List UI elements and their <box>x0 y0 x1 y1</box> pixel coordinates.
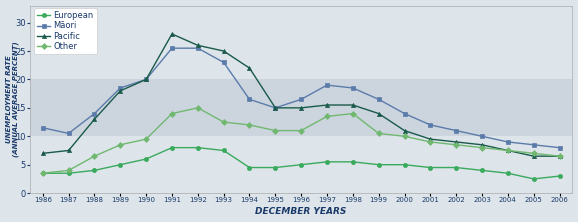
Pacific <box>479 143 486 146</box>
Māori <box>401 112 408 115</box>
Māori <box>556 146 563 149</box>
Pacific <box>556 155 563 157</box>
Line: Māori: Māori <box>40 46 562 150</box>
Other <box>272 129 279 132</box>
Other <box>143 138 150 141</box>
Bar <box>30 136 572 193</box>
European <box>453 166 460 169</box>
Other <box>349 112 356 115</box>
Legend: European, Māori, Pacific, Other: European, Māori, Pacific, Other <box>34 8 97 54</box>
Other <box>169 112 176 115</box>
X-axis label: DECEMBER YEARS: DECEMBER YEARS <box>255 207 347 216</box>
European <box>401 163 408 166</box>
European <box>143 158 150 160</box>
Māori <box>324 84 331 86</box>
European <box>117 163 124 166</box>
Māori <box>530 143 537 146</box>
Pacific <box>401 129 408 132</box>
Māori <box>375 98 382 101</box>
Line: European: European <box>40 146 562 181</box>
European <box>505 172 512 174</box>
European <box>427 166 434 169</box>
Other <box>505 149 512 152</box>
Y-axis label: UNEMPLOYMENT RATE
(ANNUAL AVERAGE PERCENT): UNEMPLOYMENT RATE (ANNUAL AVERAGE PERCEN… <box>6 42 19 157</box>
Other <box>479 146 486 149</box>
Māori <box>169 47 176 50</box>
European <box>324 161 331 163</box>
Other <box>91 155 98 157</box>
European <box>272 166 279 169</box>
Other <box>324 115 331 118</box>
Māori <box>91 112 98 115</box>
Māori <box>65 132 72 135</box>
Māori <box>117 87 124 89</box>
Pacific <box>453 141 460 143</box>
Pacific <box>272 107 279 109</box>
Pacific <box>169 33 176 35</box>
European <box>479 169 486 172</box>
Pacific <box>530 155 537 157</box>
European <box>298 163 305 166</box>
Other <box>117 143 124 146</box>
Other <box>194 107 201 109</box>
Pacific <box>220 50 227 52</box>
Pacific <box>194 44 201 47</box>
European <box>530 178 537 180</box>
Bar <box>30 6 572 79</box>
Pacific <box>505 149 512 152</box>
Bar <box>30 79 572 136</box>
Pacific <box>65 149 72 152</box>
Other <box>298 129 305 132</box>
Other <box>427 141 434 143</box>
European <box>220 149 227 152</box>
Line: Pacific: Pacific <box>40 32 562 158</box>
Pacific <box>39 152 46 155</box>
Māori <box>246 98 253 101</box>
Māori <box>272 107 279 109</box>
Other <box>453 143 460 146</box>
Pacific <box>427 138 434 141</box>
Māori <box>39 126 46 129</box>
Other <box>375 132 382 135</box>
Māori <box>298 98 305 101</box>
Māori <box>349 87 356 89</box>
Pacific <box>298 107 305 109</box>
European <box>556 175 563 177</box>
European <box>169 146 176 149</box>
Māori <box>505 141 512 143</box>
European <box>246 166 253 169</box>
European <box>65 172 72 174</box>
European <box>91 169 98 172</box>
Pacific <box>349 104 356 106</box>
Māori <box>220 61 227 64</box>
Pacific <box>117 89 124 92</box>
Pacific <box>91 118 98 121</box>
Other <box>246 124 253 126</box>
European <box>349 161 356 163</box>
Pacific <box>375 112 382 115</box>
European <box>194 146 201 149</box>
Māori <box>194 47 201 50</box>
Other <box>556 155 563 157</box>
Pacific <box>324 104 331 106</box>
Other <box>401 135 408 138</box>
Pacific <box>143 78 150 81</box>
European <box>39 172 46 174</box>
Other <box>220 121 227 123</box>
Other <box>39 172 46 174</box>
Māori <box>453 129 460 132</box>
Other <box>65 169 72 172</box>
Pacific <box>246 67 253 69</box>
Māori <box>143 78 150 81</box>
European <box>375 163 382 166</box>
Māori <box>479 135 486 138</box>
Line: Other: Other <box>40 106 562 175</box>
Māori <box>427 124 434 126</box>
Other <box>530 152 537 155</box>
